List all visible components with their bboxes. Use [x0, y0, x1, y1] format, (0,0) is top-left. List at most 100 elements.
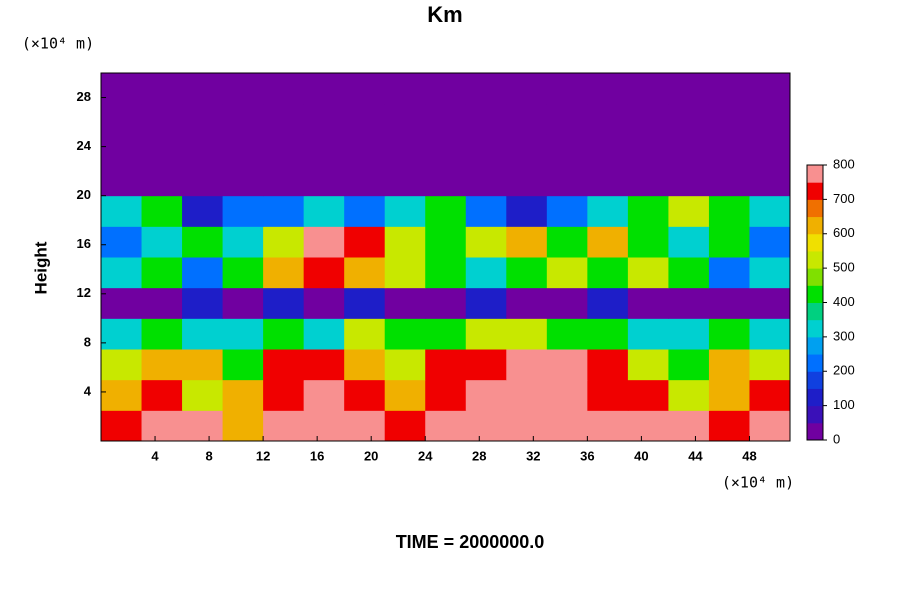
heatmap-cell — [344, 287, 386, 319]
heatmap-cell — [141, 349, 183, 381]
heatmap-cell — [627, 257, 669, 289]
heatmap-cell — [749, 226, 791, 258]
heatmap-cell — [263, 165, 305, 197]
heatmap-cell — [708, 73, 750, 105]
heatmap-cell — [506, 73, 548, 105]
heatmap-cell — [303, 257, 345, 289]
heatmap-cell — [141, 195, 183, 227]
heatmap-cell — [141, 318, 183, 350]
heatmap-cell — [303, 226, 345, 258]
heatmap-cell — [465, 349, 507, 381]
heatmap-cell — [425, 226, 467, 258]
heatmap-cell — [303, 165, 345, 197]
colorbar-swatch — [807, 371, 823, 389]
colorbar-tick-label: 700 — [833, 191, 855, 206]
heatmap-cell — [587, 226, 629, 258]
heatmap-cell — [668, 318, 710, 350]
colorbar-swatch — [807, 233, 823, 252]
heatmap-cell — [344, 379, 386, 411]
colorbar-tick-label: 0 — [833, 431, 840, 446]
heatmap-cell — [182, 195, 224, 227]
heatmap-cell — [627, 226, 669, 258]
colorbar-swatch — [807, 182, 823, 200]
heatmap-cell — [668, 257, 710, 289]
y-tick-label: 28 — [77, 89, 91, 104]
heatmap-cell — [303, 318, 345, 350]
heatmap-cell — [506, 226, 548, 258]
heatmap-cell — [708, 318, 750, 350]
heatmap-cell — [749, 103, 791, 135]
x-tick-label: 28 — [472, 448, 486, 463]
x-tick-label: 24 — [418, 448, 433, 463]
heatmap-cell — [182, 165, 224, 197]
heatmap-cell — [465, 73, 507, 105]
heatmap-cell — [465, 287, 507, 319]
heatmap-cell — [263, 103, 305, 135]
heatmap-cell — [465, 379, 507, 411]
y-tick-label: 24 — [77, 138, 92, 153]
heatmap-cell — [344, 318, 386, 350]
heatmap-cell — [182, 318, 224, 350]
heatmap-cell — [587, 318, 629, 350]
heatmap-cell — [546, 73, 588, 105]
colorbar-swatch — [807, 165, 823, 183]
heatmap-cell — [627, 195, 669, 227]
x-tick-label: 48 — [742, 448, 756, 463]
heatmap-cell — [141, 73, 183, 105]
heatmap-cell — [425, 165, 467, 197]
y-tick-label: 4 — [84, 383, 92, 398]
heatmap-cell — [263, 226, 305, 258]
heatmap-cell — [182, 349, 224, 381]
heatmap-cell — [506, 410, 548, 442]
heatmap-cell — [182, 410, 224, 442]
heatmap-cell — [749, 410, 791, 442]
heatmap-cell — [749, 349, 791, 381]
heatmap-cell — [506, 318, 548, 350]
heatmap-cell — [344, 349, 386, 381]
heatmap-cell — [344, 226, 386, 258]
heatmap-cell — [425, 287, 467, 319]
heatmap-cell — [263, 379, 305, 411]
heatmap-cell — [182, 257, 224, 289]
heatmap-cell — [506, 287, 548, 319]
heatmap-cell — [344, 410, 386, 442]
x-tick-label: 16 — [310, 448, 324, 463]
colorbar-tick-label: 600 — [833, 225, 855, 240]
heatmap-cell — [222, 410, 264, 442]
heatmap-cell — [587, 257, 629, 289]
heatmap-cell — [465, 165, 507, 197]
heatmap-cell — [708, 349, 750, 381]
heatmap-cell — [182, 226, 224, 258]
heatmap-cell — [222, 318, 264, 350]
heatmap-cell — [425, 410, 467, 442]
colorbar-tick-label: 200 — [833, 363, 855, 378]
heatmap-cell — [222, 349, 264, 381]
heatmap-cell — [627, 318, 669, 350]
heatmap-cell — [303, 410, 345, 442]
heatmap-cell — [303, 287, 345, 319]
heatmap-cell — [506, 134, 548, 166]
heatmap-cell — [384, 379, 426, 411]
heatmap-cell — [465, 103, 507, 135]
heatmap-cell — [668, 134, 710, 166]
heatmap-cell — [749, 379, 791, 411]
heatmap-cell — [384, 287, 426, 319]
heatmap-cell — [668, 195, 710, 227]
colorbar-swatch — [807, 319, 823, 338]
heatmap-cell — [344, 195, 386, 227]
heatmap-cell — [101, 379, 143, 411]
colorbar-swatch — [807, 268, 823, 286]
x-tick-label: 4 — [151, 448, 159, 463]
heatmap-cell — [182, 103, 224, 135]
heatmap-cell — [546, 349, 588, 381]
heatmap-cell — [627, 349, 669, 381]
heatmap-cell — [141, 134, 183, 166]
heatmap-cell — [546, 165, 588, 197]
heatmap-cell — [546, 379, 588, 411]
heatmap-cell — [587, 287, 629, 319]
heatmap-cell — [668, 165, 710, 197]
heatmap-cell — [708, 103, 750, 135]
footer: TIME = 2000000.0 — [396, 532, 545, 552]
y-axis-label: Height — [31, 241, 50, 294]
heatmap-cell — [749, 318, 791, 350]
